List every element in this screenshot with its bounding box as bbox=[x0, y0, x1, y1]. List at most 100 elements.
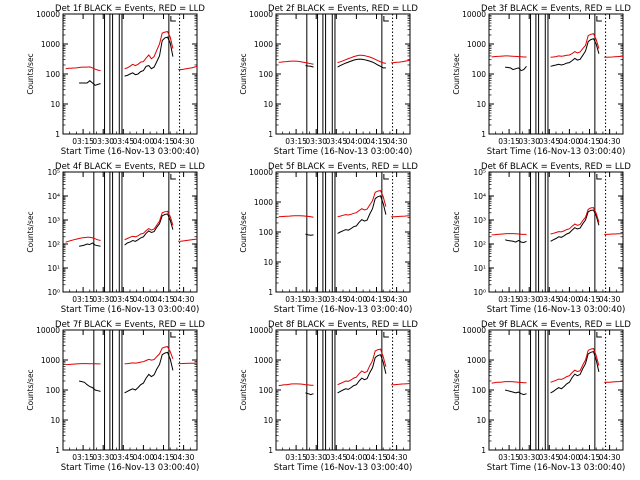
y-tick-label: 1000 bbox=[254, 40, 273, 49]
y-tick-label: 1 bbox=[55, 130, 60, 139]
x-tick-label: 04:00 bbox=[559, 295, 581, 304]
x-tick-label: 03:30 bbox=[518, 453, 540, 462]
y-tick-label: 10³ bbox=[47, 216, 60, 225]
panel-det-3f: Det 3f BLACK = Events, RED = LLD 1 10 100 10… bbox=[452, 4, 631, 157]
x-tick-label: 03:15 bbox=[285, 295, 307, 304]
series-line-events bbox=[78, 351, 174, 394]
x-axis-label: Start Time (16-Nov-13 03:00:40) bbox=[487, 463, 626, 473]
x-axis-label: Start Time (16-Nov-13 03:00:40) bbox=[274, 463, 413, 473]
x-tick-label: 04:15 bbox=[366, 453, 388, 462]
x-tick-label: 04:00 bbox=[346, 453, 368, 462]
panel-det-1f: Det 1f BLACK = Events, RED = LLD 1 10 100 10… bbox=[26, 4, 205, 157]
x-tick-label: 04:30 bbox=[386, 295, 408, 304]
panel-title: Det 3f BLACK = Events, RED = LLD bbox=[481, 4, 631, 14]
bracket-mark bbox=[170, 332, 176, 338]
series-line-events bbox=[504, 209, 600, 244]
bracket-mark bbox=[170, 174, 176, 180]
x-tick-label: 03:45 bbox=[325, 453, 347, 462]
series-line-lld bbox=[491, 348, 624, 384]
y-axis-label: Counts/sec bbox=[239, 369, 248, 410]
series-line-events bbox=[305, 58, 386, 69]
x-axis-label: Start Time (16-Nov-13 03:00:40) bbox=[61, 147, 200, 157]
x-axis-label: Start Time (16-Nov-13 03:00:40) bbox=[274, 147, 413, 157]
y-tick-label: 1000 bbox=[254, 356, 273, 365]
panel-title: Det 5f BLACK = Events, RED = LLD bbox=[268, 162, 418, 172]
series-line-events bbox=[305, 195, 387, 236]
series-line-lld bbox=[65, 346, 198, 366]
panel-title: Det 1f BLACK = Events, RED = LLD bbox=[55, 4, 205, 14]
x-tick-label: 04:00 bbox=[133, 453, 155, 462]
x-tick-label: 03:15 bbox=[498, 453, 520, 462]
y-tick-label: 10 bbox=[263, 258, 273, 267]
y-tick-label: 1000 bbox=[467, 40, 486, 49]
y-tick-label: 10¹ bbox=[47, 264, 60, 273]
y-tick-label: 10 bbox=[263, 100, 273, 109]
x-tick-label: 04:15 bbox=[153, 295, 175, 304]
x-tick-label: 03:45 bbox=[112, 295, 134, 304]
panel-title: Det 8f BLACK = Events, RED = LLD bbox=[268, 320, 418, 330]
x-axis-label: Start Time (16-Nov-13 03:00:40) bbox=[61, 305, 200, 315]
y-tick-label: 10000 bbox=[462, 326, 486, 335]
series-line-lld bbox=[278, 190, 411, 218]
x-tick-label: 03:30 bbox=[518, 137, 540, 146]
x-tick-label: 03:30 bbox=[305, 453, 327, 462]
x-tick-label: 04:00 bbox=[559, 453, 581, 462]
y-axis-label: Counts/sec bbox=[239, 53, 248, 94]
y-tick-label: 1 bbox=[268, 288, 273, 297]
panel-det-9f: Det 9f BLACK = Events, RED = LLD 1 10 100 10… bbox=[452, 320, 631, 473]
y-tick-label: 1 bbox=[55, 446, 60, 455]
x-tick-label: 04:15 bbox=[579, 295, 601, 304]
y-axis-label: Counts/sec bbox=[26, 53, 35, 94]
x-axis-label: Start Time (16-Nov-13 03:00:40) bbox=[487, 147, 626, 157]
x-tick-label: 04:15 bbox=[153, 453, 175, 462]
bracket-mark bbox=[383, 16, 389, 22]
bracket-mark bbox=[170, 16, 176, 22]
x-tick-label: 04:15 bbox=[153, 137, 175, 146]
panel-det-5f: Det 5f BLACK = Events, RED = LLD 1 10 100 10… bbox=[239, 162, 418, 315]
series-line-events bbox=[505, 38, 600, 72]
x-tick-label: 03:45 bbox=[538, 453, 560, 462]
y-tick-label: 10² bbox=[473, 240, 486, 249]
series-line-lld bbox=[65, 31, 198, 72]
series-line-events bbox=[305, 354, 387, 396]
y-tick-label: 1 bbox=[481, 130, 486, 139]
x-tick-label: 04:00 bbox=[346, 295, 368, 304]
x-tick-label: 03:45 bbox=[538, 137, 560, 146]
x-tick-label: 03:30 bbox=[518, 295, 540, 304]
x-tick-label: 04:30 bbox=[599, 295, 621, 304]
y-tick-label: 1000 bbox=[41, 356, 60, 365]
y-tick-label: 100 bbox=[259, 228, 274, 237]
x-tick-label: 03:15 bbox=[498, 137, 520, 146]
series-line-lld bbox=[278, 348, 411, 387]
x-tick-label: 03:15 bbox=[72, 295, 94, 304]
plot-frame bbox=[275, 13, 411, 135]
series-line-lld bbox=[491, 207, 624, 236]
x-tick-label: 04:30 bbox=[599, 137, 621, 146]
x-tick-label: 04:30 bbox=[173, 137, 195, 146]
y-tick-label: 10000 bbox=[36, 10, 60, 19]
x-tick-label: 03:45 bbox=[538, 295, 560, 304]
x-tick-label: 03:15 bbox=[72, 137, 94, 146]
x-tick-label: 04:00 bbox=[559, 137, 581, 146]
y-tick-label: 100 bbox=[472, 70, 487, 79]
panel-title: Det 2f BLACK = Events, RED = LLD bbox=[268, 4, 418, 14]
y-tick-label: 1 bbox=[481, 446, 486, 455]
x-tick-label: 04:30 bbox=[173, 295, 195, 304]
x-tick-label: 03:45 bbox=[325, 295, 347, 304]
x-tick-label: 04:15 bbox=[366, 137, 388, 146]
x-tick-label: 03:30 bbox=[92, 137, 114, 146]
panel-det-4f: Det 4f BLACK = Events, RED = LLD 10⁰ 10¹ 10… bbox=[26, 162, 205, 315]
y-tick-label: 10⁴ bbox=[47, 192, 60, 201]
y-tick-label: 10 bbox=[50, 416, 60, 425]
y-tick-label: 10000 bbox=[249, 168, 273, 177]
x-tick-label: 03:45 bbox=[325, 137, 347, 146]
x-tick-label: 03:45 bbox=[112, 453, 134, 462]
panel-title: Det 6f BLACK = Events, RED = LLD bbox=[481, 162, 631, 172]
x-tick-label: 04:00 bbox=[346, 137, 368, 146]
plot-frame bbox=[62, 171, 198, 293]
y-tick-label: 10000 bbox=[462, 10, 486, 19]
x-tick-label: 04:15 bbox=[579, 453, 601, 462]
bracket-mark bbox=[596, 174, 602, 180]
y-tick-label: 100 bbox=[46, 386, 61, 395]
